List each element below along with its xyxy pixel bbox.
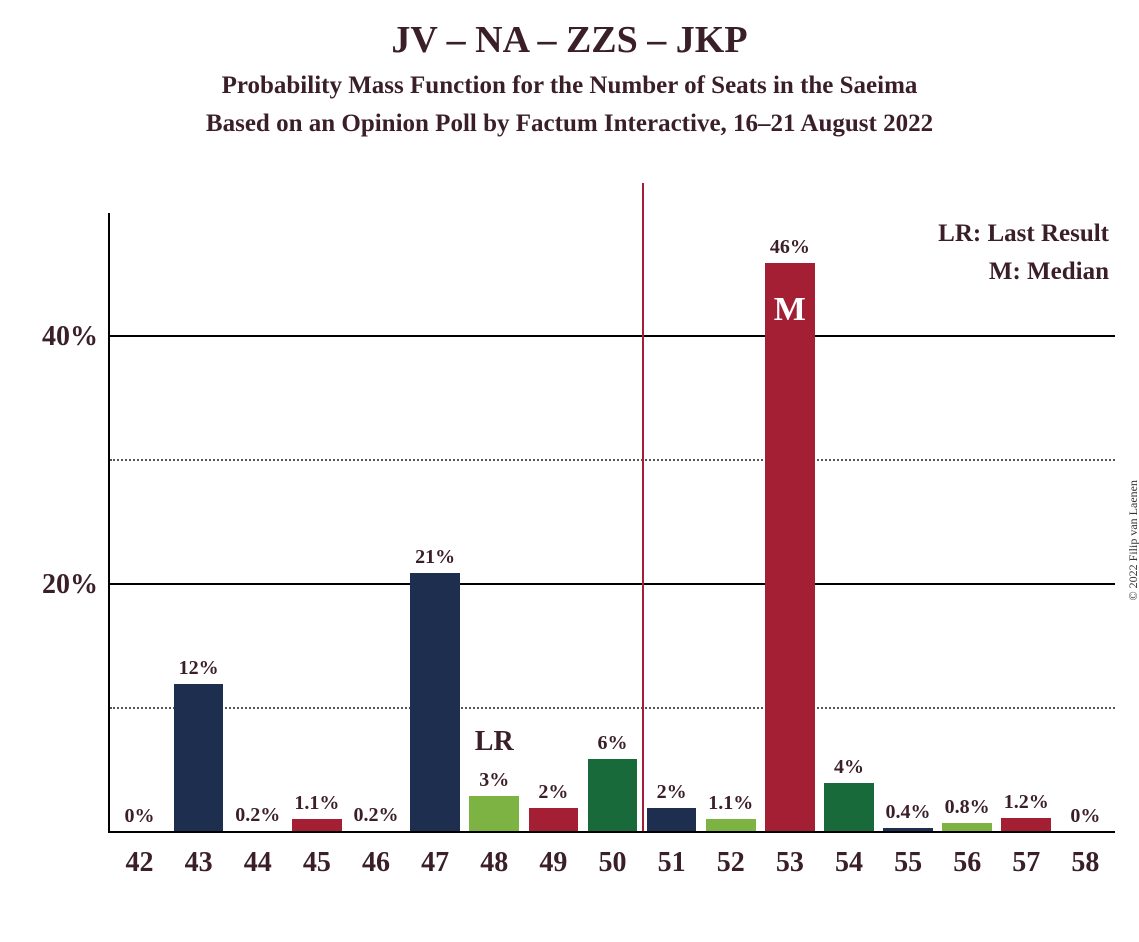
x-axis-line — [110, 831, 1115, 833]
bar-slot: 2%51 — [642, 213, 701, 833]
chart-subtitle-1: Probability Mass Function for the Number… — [0, 72, 1139, 100]
x-axis-label: 47 — [421, 833, 449, 879]
bar-value-label: 2% — [657, 781, 687, 808]
bar-value-label: 0% — [125, 805, 155, 832]
chart-plot-area: 20%40%0%4212%430.2%441.1%450.2%4621%473%… — [108, 213, 1115, 833]
bar: 4% — [824, 783, 874, 833]
bar-slot: 0.2%46 — [346, 213, 405, 833]
x-axis-label: 55 — [894, 833, 922, 879]
bar-value-label: 0.2% — [235, 804, 280, 831]
median-marker: M — [774, 291, 806, 329]
x-axis-label: 48 — [480, 833, 508, 879]
bar-slot: 0%42 — [110, 213, 169, 833]
bar-value-label: 0.4% — [886, 801, 931, 828]
x-axis-label: 53 — [776, 833, 804, 879]
y-axis-label: 40% — [42, 321, 110, 353]
bar-value-label: 1.2% — [1004, 791, 1049, 818]
x-axis-label: 45 — [303, 833, 331, 879]
bar-value-label: 0% — [1070, 805, 1100, 832]
x-axis-label: 50 — [598, 833, 626, 879]
bar: 21% — [410, 573, 460, 833]
bar-slot: 0.8%56 — [938, 213, 997, 833]
bar: 46%M — [765, 263, 815, 833]
x-axis-label: 54 — [835, 833, 863, 879]
bar-slot: 0%58 — [1056, 213, 1115, 833]
bar-slot: 21%47 — [406, 213, 465, 833]
bar-value-label: 12% — [179, 657, 219, 684]
bar-slot: 0.4%55 — [879, 213, 938, 833]
y-axis-label: 20% — [42, 569, 110, 601]
bar: 3% — [469, 796, 519, 833]
bar-value-label: 4% — [834, 756, 864, 783]
bar-slot: 2%49 — [524, 213, 583, 833]
bar-value-label: 1.1% — [294, 792, 339, 819]
bar-value-label: 46% — [770, 236, 810, 263]
x-axis-label: 43 — [185, 833, 213, 879]
bar-value-label: 21% — [415, 546, 455, 573]
chart-subtitle-2: Based on an Opinion Poll by Factum Inter… — [0, 110, 1139, 138]
x-axis-label: 51 — [658, 833, 686, 879]
bar-value-label: 1.1% — [708, 792, 753, 819]
bar-slot: 4%54 — [819, 213, 878, 833]
bar-slot: 46%M53 — [760, 213, 819, 833]
bar: 2% — [647, 808, 697, 833]
bar: 2% — [529, 808, 579, 833]
x-axis-label: 44 — [244, 833, 272, 879]
bar-value-label: 6% — [597, 732, 627, 759]
x-axis-label: 58 — [1071, 833, 1099, 879]
chart-title: JV – NA – ZZS – JKP — [0, 18, 1139, 62]
bar-value-label: 2% — [538, 781, 568, 808]
x-axis-label: 56 — [953, 833, 981, 879]
bar-slot: 1.1%45 — [287, 213, 346, 833]
bar-value-label: 0.2% — [354, 804, 399, 831]
x-axis-label: 52 — [717, 833, 745, 879]
bar-slot: 12%43 — [169, 213, 228, 833]
bar-slot: 1.1%52 — [701, 213, 760, 833]
copyright-text: © 2022 Filip van Laenen — [1126, 480, 1139, 600]
x-axis-label: 49 — [539, 833, 567, 879]
x-axis-label: 42 — [126, 833, 154, 879]
lr-marker: LR — [475, 726, 514, 758]
bar-slot: 1.2%57 — [997, 213, 1056, 833]
bar-value-label: 3% — [479, 769, 509, 796]
bar-slot: 6%50 — [583, 213, 642, 833]
bar: 6% — [588, 759, 638, 833]
bar: 12% — [174, 684, 224, 833]
x-axis-label: 46 — [362, 833, 390, 879]
bar-value-label: 0.8% — [945, 796, 990, 823]
x-axis-label: 57 — [1012, 833, 1040, 879]
bar-slot: 0.2%44 — [228, 213, 287, 833]
